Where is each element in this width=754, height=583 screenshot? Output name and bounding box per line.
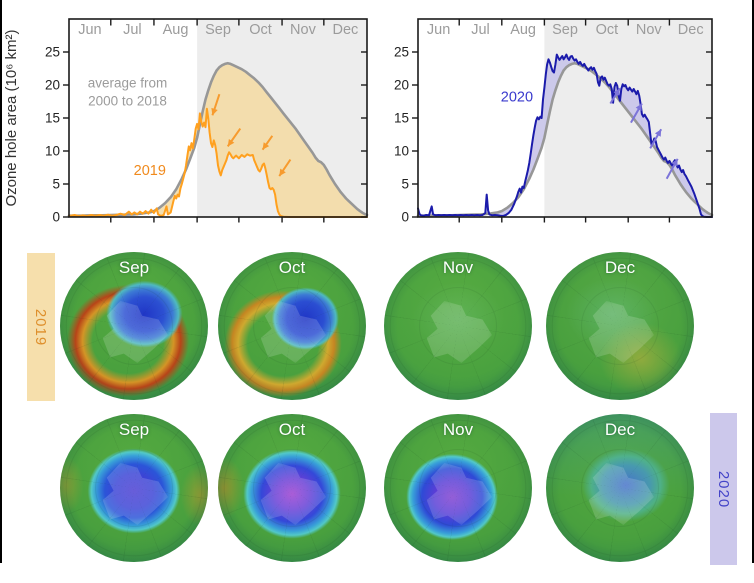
- month-label: Jun: [427, 22, 450, 38]
- ozone-area-charts: 0 5 10 15 20 25 Jun Jul Aug Sep Oct Nov Dec average f…: [3, 18, 714, 225]
- chart-2019: 0 5 10 15 20 25 Jun Jul Aug Sep Oct Nov Dec average f…: [45, 18, 369, 225]
- month-label: Sep: [552, 22, 578, 38]
- month-label: Sep: [205, 22, 231, 38]
- year-band-2019: 2019: [27, 253, 55, 401]
- globe-2020-oct: Oct: [218, 414, 366, 562]
- month-label: Oct: [249, 22, 272, 38]
- month-label: Jul: [471, 22, 490, 38]
- globe-2020-nov: Nov: [384, 414, 532, 562]
- month-label: Oct: [596, 22, 619, 38]
- month-label: Aug: [163, 22, 189, 38]
- y-tick-label: 25: [45, 45, 60, 60]
- chart-2020: 0 5 10 15 20 25 Jun Jul Aug Sep Oct Nov Dec 2020: [394, 18, 714, 225]
- globe-2019-nov: Nov: [384, 252, 532, 400]
- y-tick-label: 15: [45, 111, 60, 126]
- globe-2020-dec: Dec: [546, 414, 694, 562]
- series-year-label: 2019: [134, 163, 166, 179]
- globe-month-label: Sep: [118, 420, 150, 439]
- globe-2019-sep: Sep: [60, 252, 208, 400]
- globe-month-label: Oct: [278, 258, 306, 277]
- globe-month-label: Dec: [604, 258, 636, 277]
- month-label: Jul: [123, 22, 142, 38]
- y-tick-label: 10: [394, 144, 409, 159]
- average-annotation: 2000 to 2018: [88, 93, 167, 108]
- globe-2020-sep: Sep: [60, 414, 208, 562]
- globe-2019-oct: Oct: [218, 252, 366, 400]
- average-annotation: average from: [88, 76, 168, 91]
- y-tick-label: 5: [52, 177, 60, 192]
- globe-2019-dec: Dec: [546, 252, 694, 400]
- y-tick-label: 0: [52, 210, 60, 225]
- month-label: Dec: [333, 22, 359, 38]
- series-year-label: 2020: [501, 90, 533, 106]
- y-tick-label: 5: [401, 177, 409, 192]
- y-tick-label: 15: [394, 111, 409, 126]
- year-band-2020-label: 2020: [715, 470, 732, 508]
- right-edge-line: [752, 0, 754, 563]
- globe-month-label: Nov: [442, 420, 474, 439]
- y-tick-label: 0: [401, 210, 409, 225]
- y-tick-label: 10: [45, 144, 60, 159]
- left-edge-line: [0, 0, 2, 563]
- year-band-2019-label: 2019: [32, 308, 50, 346]
- globe-month-label: Dec: [604, 420, 636, 439]
- y-tick-label: 20: [45, 78, 60, 93]
- month-label: Nov: [636, 22, 663, 38]
- globe-month-label: Sep: [118, 258, 150, 277]
- year-band-2020: 2020: [710, 413, 737, 565]
- y-axis-label: Ozone hole area (10⁶ km²): [3, 29, 20, 206]
- y-tick-label: 25: [394, 45, 409, 60]
- month-label: Nov: [290, 22, 317, 38]
- globe-month-label: Nov: [442, 258, 474, 277]
- month-label: Aug: [510, 22, 536, 38]
- month-label: Jun: [78, 22, 101, 38]
- month-label: Dec: [678, 22, 704, 38]
- y-tick-label: 20: [394, 78, 409, 93]
- globe-month-label: Oct: [278, 420, 306, 439]
